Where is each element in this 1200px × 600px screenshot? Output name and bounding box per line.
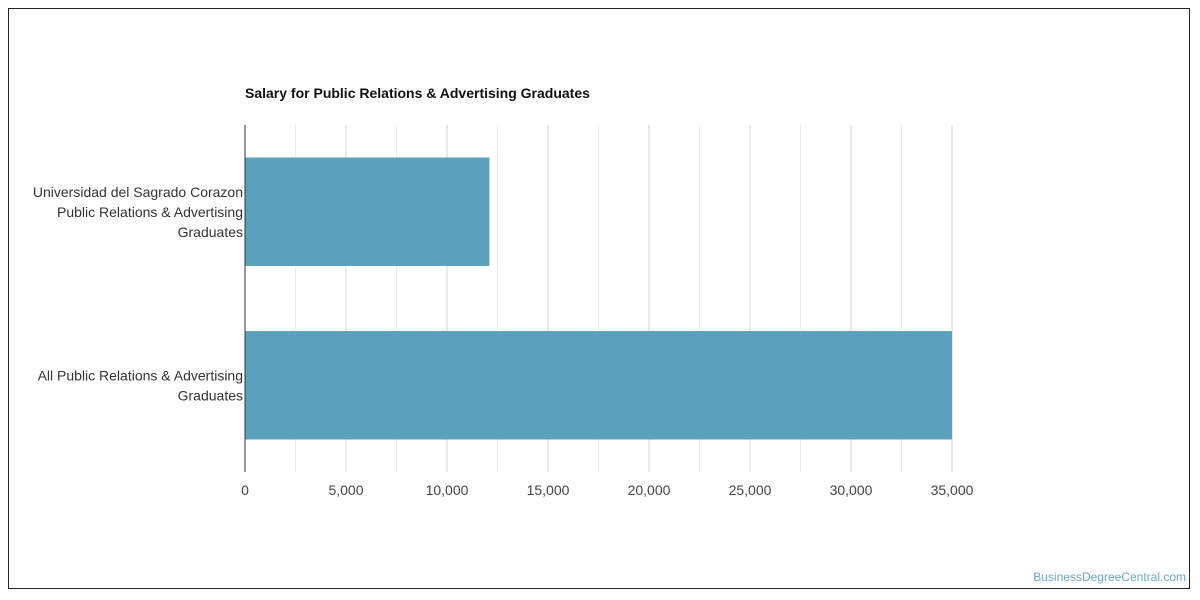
category-label: Universidad del Sagrado Corazon Public Re… [33,184,243,240]
x-tick-label: 35,000 [931,482,974,498]
chart-title: Salary for Public Relations & Advertisin… [245,85,590,101]
x-tick-label: 30,000 [830,482,873,498]
x-tick-label: 20,000 [628,482,671,498]
x-tick-label: 25,000 [729,482,772,498]
x-tick-label: 10,000 [426,482,469,498]
watermark-link[interactable]: BusinessDegreeCentral.com [1033,570,1186,584]
bar [245,331,952,440]
x-tick-label: 0 [241,482,249,498]
x-tick-label: 15,000 [527,482,570,498]
bar [245,157,490,266]
category-label: All Public Relations & Advertising Gradua… [38,367,243,403]
x-tick-label: 5,000 [328,482,363,498]
